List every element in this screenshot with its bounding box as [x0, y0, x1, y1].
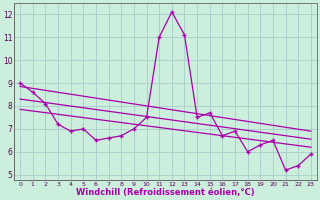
X-axis label: Windchill (Refroidissement éolien,°C): Windchill (Refroidissement éolien,°C)	[76, 188, 255, 197]
